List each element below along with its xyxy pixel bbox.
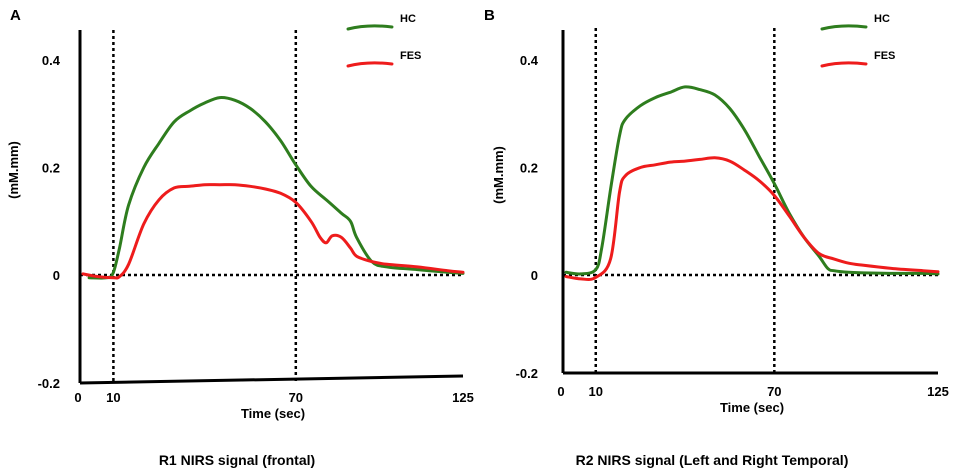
legend-swatch-hc	[820, 24, 868, 31]
series-line-fes	[564, 156, 940, 281]
legend-swatch-fes	[346, 61, 394, 68]
panel-b: B 0.4 0.2 0 -0.2 0 10 70 125 Time (sec) (mM.mm) HC F…	[484, 7, 949, 468]
y-tick-label: 0.2	[42, 161, 60, 176]
x-tick-label: 10	[106, 390, 120, 405]
legend-swatch-fes	[820, 61, 868, 68]
x-tick-label: 0	[557, 384, 564, 399]
panel-a: A 0.4 0.2 0 -0.2 0 10 70 125 Time (sec) (mM.mm) HC F…	[6, 7, 474, 468]
panel-caption: R1 NIRS signal (frontal)	[159, 452, 315, 468]
legend-label-hc: HC	[874, 13, 890, 25]
legend-swatch-hc	[346, 24, 394, 31]
x-tick-label: 125	[927, 384, 949, 399]
series-line-hc	[87, 96, 465, 280]
y-tick-label: 0	[53, 268, 60, 283]
y-tick-label: 0	[531, 268, 538, 283]
x-axis-line	[79, 374, 464, 385]
series-line-fes	[81, 183, 465, 280]
series-line-hc	[564, 85, 940, 276]
y-tick-label: 0.2	[520, 161, 538, 176]
x-tick-label: 125	[452, 390, 474, 405]
panel-letter: B	[484, 7, 495, 24]
x-tick-label: 0	[74, 390, 81, 405]
y-tick-label: 0.4	[42, 53, 61, 68]
x-axis-title: Time (sec)	[241, 406, 305, 421]
legend-label-fes: FES	[874, 50, 895, 62]
y-tick-label: -0.2	[516, 366, 538, 381]
legend-label-fes: FES	[400, 50, 421, 62]
legend-label-hc: HC	[400, 13, 416, 25]
y-axis-title: (mM.mm)	[6, 141, 21, 199]
panel-letter: A	[10, 7, 21, 24]
panel-caption: R2 NIRS signal (Left and Right Temporal)	[576, 452, 849, 468]
x-tick-label: 70	[289, 390, 303, 405]
y-tick-label: 0.4	[520, 53, 539, 68]
y-axis-title: (mM.mm)	[491, 146, 506, 204]
x-axis-title: Time (sec)	[720, 400, 784, 415]
y-tick-label: -0.2	[38, 376, 60, 391]
x-tick-label: 10	[589, 384, 603, 399]
x-tick-label: 70	[767, 384, 781, 399]
